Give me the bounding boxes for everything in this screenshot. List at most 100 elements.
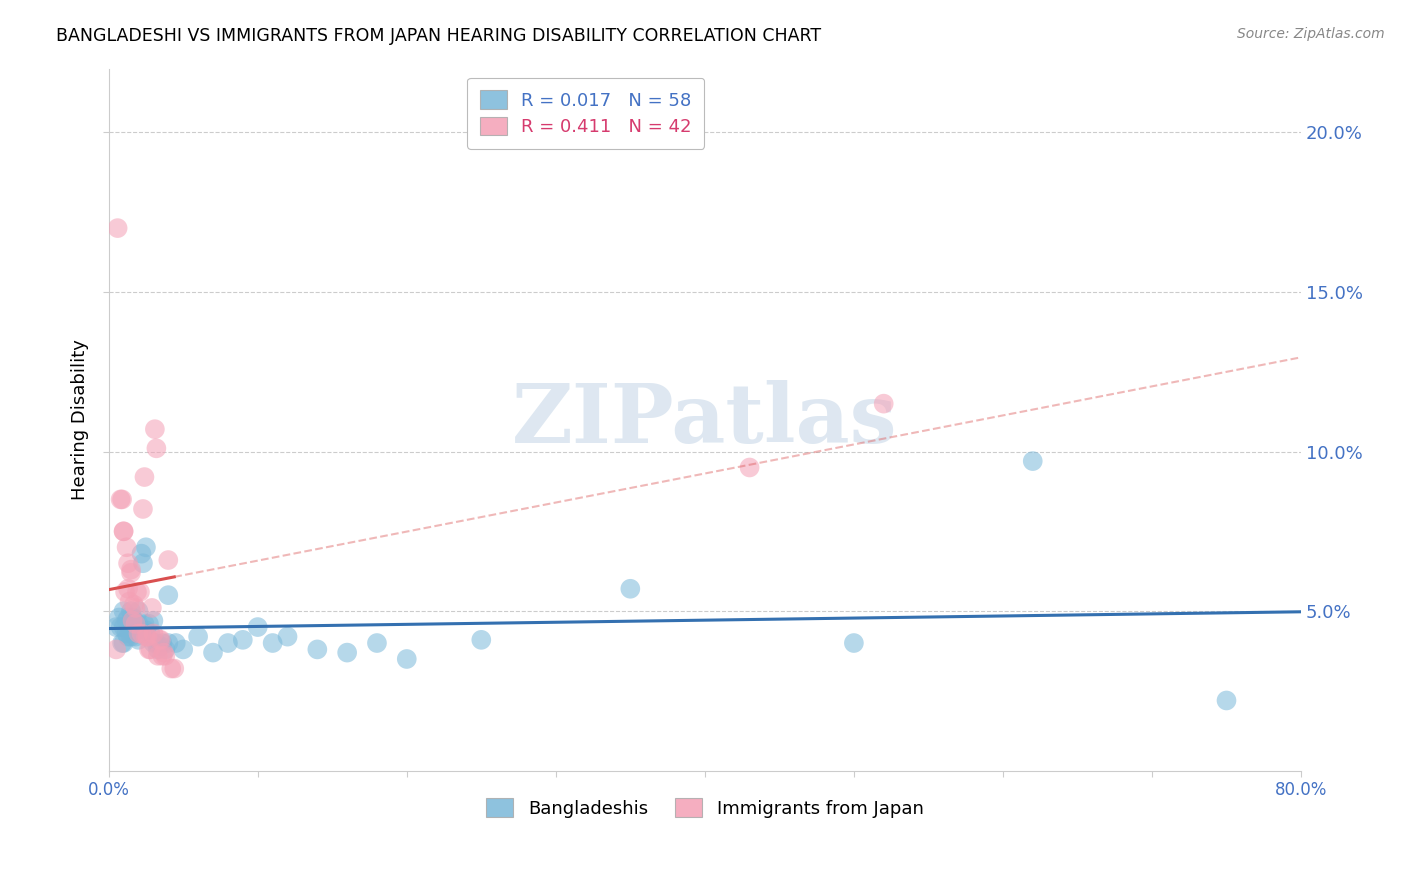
Point xyxy=(112,524,135,539)
Point xyxy=(150,636,173,650)
Point xyxy=(131,547,153,561)
Point xyxy=(118,594,141,608)
Point xyxy=(114,585,136,599)
Point xyxy=(132,502,155,516)
Point xyxy=(395,652,418,666)
Point xyxy=(118,620,141,634)
Point xyxy=(132,556,155,570)
Point xyxy=(134,470,156,484)
Point xyxy=(153,646,176,660)
Point xyxy=(155,642,177,657)
Point xyxy=(277,630,299,644)
Point xyxy=(112,620,135,634)
Point xyxy=(738,460,761,475)
Point xyxy=(124,601,146,615)
Point xyxy=(142,614,165,628)
Point xyxy=(139,642,162,657)
Point xyxy=(105,642,128,657)
Point xyxy=(115,541,138,555)
Point xyxy=(121,626,143,640)
Point xyxy=(125,624,148,638)
Point xyxy=(120,604,142,618)
Point xyxy=(873,397,896,411)
Point xyxy=(138,642,160,657)
Point xyxy=(117,630,139,644)
Point xyxy=(145,636,167,650)
Point xyxy=(110,620,132,634)
Point xyxy=(163,662,186,676)
Point xyxy=(122,598,145,612)
Point xyxy=(143,422,166,436)
Point xyxy=(138,616,160,631)
Point xyxy=(149,632,172,647)
Point xyxy=(107,221,129,235)
Point xyxy=(160,662,183,676)
Text: Source: ZipAtlas.com: Source: ZipAtlas.com xyxy=(1237,27,1385,41)
Point xyxy=(139,626,162,640)
Point xyxy=(135,624,157,638)
Point xyxy=(157,553,180,567)
Point xyxy=(112,636,135,650)
Point xyxy=(157,588,180,602)
Point xyxy=(110,492,132,507)
Point xyxy=(172,642,194,657)
Point xyxy=(115,614,138,628)
Point xyxy=(112,524,135,539)
Point xyxy=(336,646,359,660)
Point xyxy=(262,636,284,650)
Point xyxy=(111,492,134,507)
Point xyxy=(187,630,209,644)
Point xyxy=(124,616,146,631)
Point xyxy=(232,632,254,647)
Point xyxy=(142,636,165,650)
Point xyxy=(155,648,177,663)
Point xyxy=(135,630,157,644)
Point xyxy=(121,614,143,628)
Point xyxy=(217,636,239,650)
Point xyxy=(146,642,169,657)
Point xyxy=(366,636,388,650)
Y-axis label: Hearing Disability: Hearing Disability xyxy=(72,339,89,500)
Point xyxy=(128,632,150,647)
Point xyxy=(111,636,134,650)
Point xyxy=(470,632,492,647)
Text: BANGLADESHI VS IMMIGRANTS FROM JAPAN HEARING DISABILITY CORRELATION CHART: BANGLADESHI VS IMMIGRANTS FROM JAPAN HEA… xyxy=(56,27,821,45)
Point xyxy=(129,585,152,599)
Point xyxy=(842,636,865,650)
Point xyxy=(120,630,142,644)
Point xyxy=(124,630,146,644)
Point xyxy=(128,604,150,618)
Point xyxy=(149,639,172,653)
Point xyxy=(246,620,269,634)
Point xyxy=(117,556,139,570)
Point xyxy=(105,620,128,634)
Point xyxy=(165,636,187,650)
Point xyxy=(202,646,225,660)
Point xyxy=(124,616,146,631)
Point xyxy=(135,541,157,555)
Point xyxy=(128,616,150,631)
Legend: Bangladeshis, Immigrants from Japan: Bangladeshis, Immigrants from Japan xyxy=(479,791,931,825)
Text: ZIPatlas: ZIPatlas xyxy=(512,380,897,459)
Point xyxy=(120,563,142,577)
Point xyxy=(120,616,142,631)
Point xyxy=(131,626,153,640)
Point xyxy=(1022,454,1045,468)
Point xyxy=(134,616,156,631)
Point xyxy=(112,604,135,618)
Point xyxy=(145,442,167,456)
Point xyxy=(150,648,173,663)
Point xyxy=(619,582,641,596)
Point xyxy=(117,610,139,624)
Point xyxy=(108,610,131,624)
Point xyxy=(157,636,180,650)
Point xyxy=(1215,693,1237,707)
Point xyxy=(148,632,170,647)
Point xyxy=(141,601,163,615)
Point xyxy=(117,582,139,596)
Point xyxy=(146,648,169,663)
Point xyxy=(115,626,138,640)
Point xyxy=(125,585,148,599)
Point xyxy=(307,642,329,657)
Point xyxy=(120,566,142,580)
